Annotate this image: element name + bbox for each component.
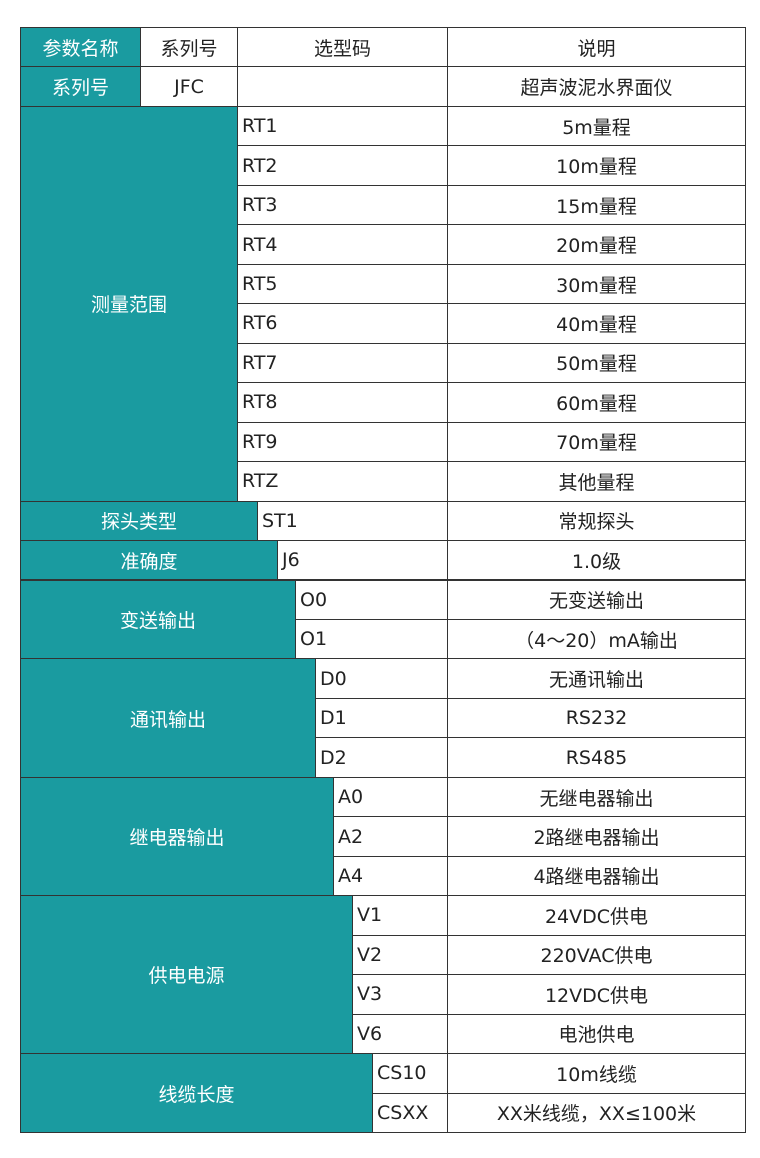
option-code: RT4 — [237, 224, 448, 265]
option-description: 70m量程 — [447, 421, 746, 463]
option-code: A0 — [333, 776, 448, 818]
option-code: J6 — [277, 540, 448, 581]
header-cell: 说明 — [447, 27, 746, 68]
option-code: CS10 — [372, 1053, 448, 1094]
option-description: 10m量程 — [447, 145, 746, 186]
option-description: 15m量程 — [447, 184, 746, 226]
option-description: 50m量程 — [447, 342, 746, 384]
option-description: 1.0级 — [447, 540, 746, 581]
option-description: 40m量程 — [447, 303, 746, 344]
option-code: D0 — [315, 658, 448, 699]
series-description: 超声波泥水界面仪 — [447, 66, 746, 107]
option-description: 电池供电 — [447, 1013, 746, 1055]
option-description: 20m量程 — [447, 224, 746, 265]
group-label: 通讯输出 — [20, 658, 316, 778]
option-code: V2 — [352, 934, 448, 976]
blank-cell — [237, 66, 448, 107]
option-description: RS485 — [447, 737, 746, 778]
option-description: 无变送输出 — [447, 579, 746, 620]
option-description: 常规探头 — [447, 500, 746, 542]
group-label: 准确度 — [20, 540, 278, 581]
option-code: RT1 — [237, 105, 448, 147]
option-description: 4路继电器输出 — [447, 855, 746, 897]
option-code: V6 — [352, 1013, 448, 1055]
option-code: A2 — [333, 816, 448, 857]
option-code: RT2 — [237, 145, 448, 186]
option-code: V1 — [352, 895, 448, 936]
option-code: RT9 — [237, 421, 448, 463]
header-cell: 系列号 — [140, 27, 238, 68]
option-code: D1 — [315, 697, 448, 739]
option-code: O0 — [295, 579, 448, 620]
option-description: （4～20）mA输出 — [447, 618, 746, 660]
series-label: 系列号 — [20, 66, 141, 107]
option-description: 无继电器输出 — [447, 776, 746, 818]
option-code: RT3 — [237, 184, 448, 226]
option-description: RS232 — [447, 697, 746, 739]
group-label: 变送输出 — [20, 579, 296, 660]
option-code: RT8 — [237, 382, 448, 423]
option-code: RT7 — [237, 342, 448, 384]
option-code: RT6 — [237, 303, 448, 344]
group-label: 测量范围 — [20, 105, 238, 502]
option-description: 12VDC供电 — [447, 974, 746, 1015]
group-label: 探头类型 — [20, 500, 258, 542]
option-description: 30m量程 — [447, 263, 746, 305]
option-code: CSXX — [372, 1092, 448, 1133]
option-description: 220VAC供电 — [447, 934, 746, 976]
option-description: 2路继电器输出 — [447, 816, 746, 857]
option-description: 10m线缆 — [447, 1053, 746, 1094]
option-code: RT5 — [237, 263, 448, 305]
option-description: 无通讯输出 — [447, 658, 746, 699]
group-label: 线缆长度 — [20, 1053, 373, 1133]
series-code: JFC — [140, 66, 238, 107]
option-description: 5m量程 — [447, 105, 746, 147]
group-label: 继电器输出 — [20, 776, 334, 897]
header-cell: 选型码 — [237, 27, 448, 68]
option-description: 24VDC供电 — [447, 895, 746, 936]
header-cell: 参数名称 — [20, 27, 141, 68]
option-description: XX米线缆，XX≤100米 — [447, 1092, 746, 1133]
option-description: 其他量程 — [447, 461, 746, 502]
option-code: ST1 — [257, 500, 448, 542]
option-code: A4 — [333, 855, 448, 897]
option-code: RTZ — [237, 461, 448, 502]
option-description: 60m量程 — [447, 382, 746, 423]
option-code: D2 — [315, 737, 448, 778]
option-code: O1 — [295, 618, 448, 660]
group-label: 供电电源 — [20, 895, 353, 1055]
option-code: V3 — [352, 974, 448, 1015]
